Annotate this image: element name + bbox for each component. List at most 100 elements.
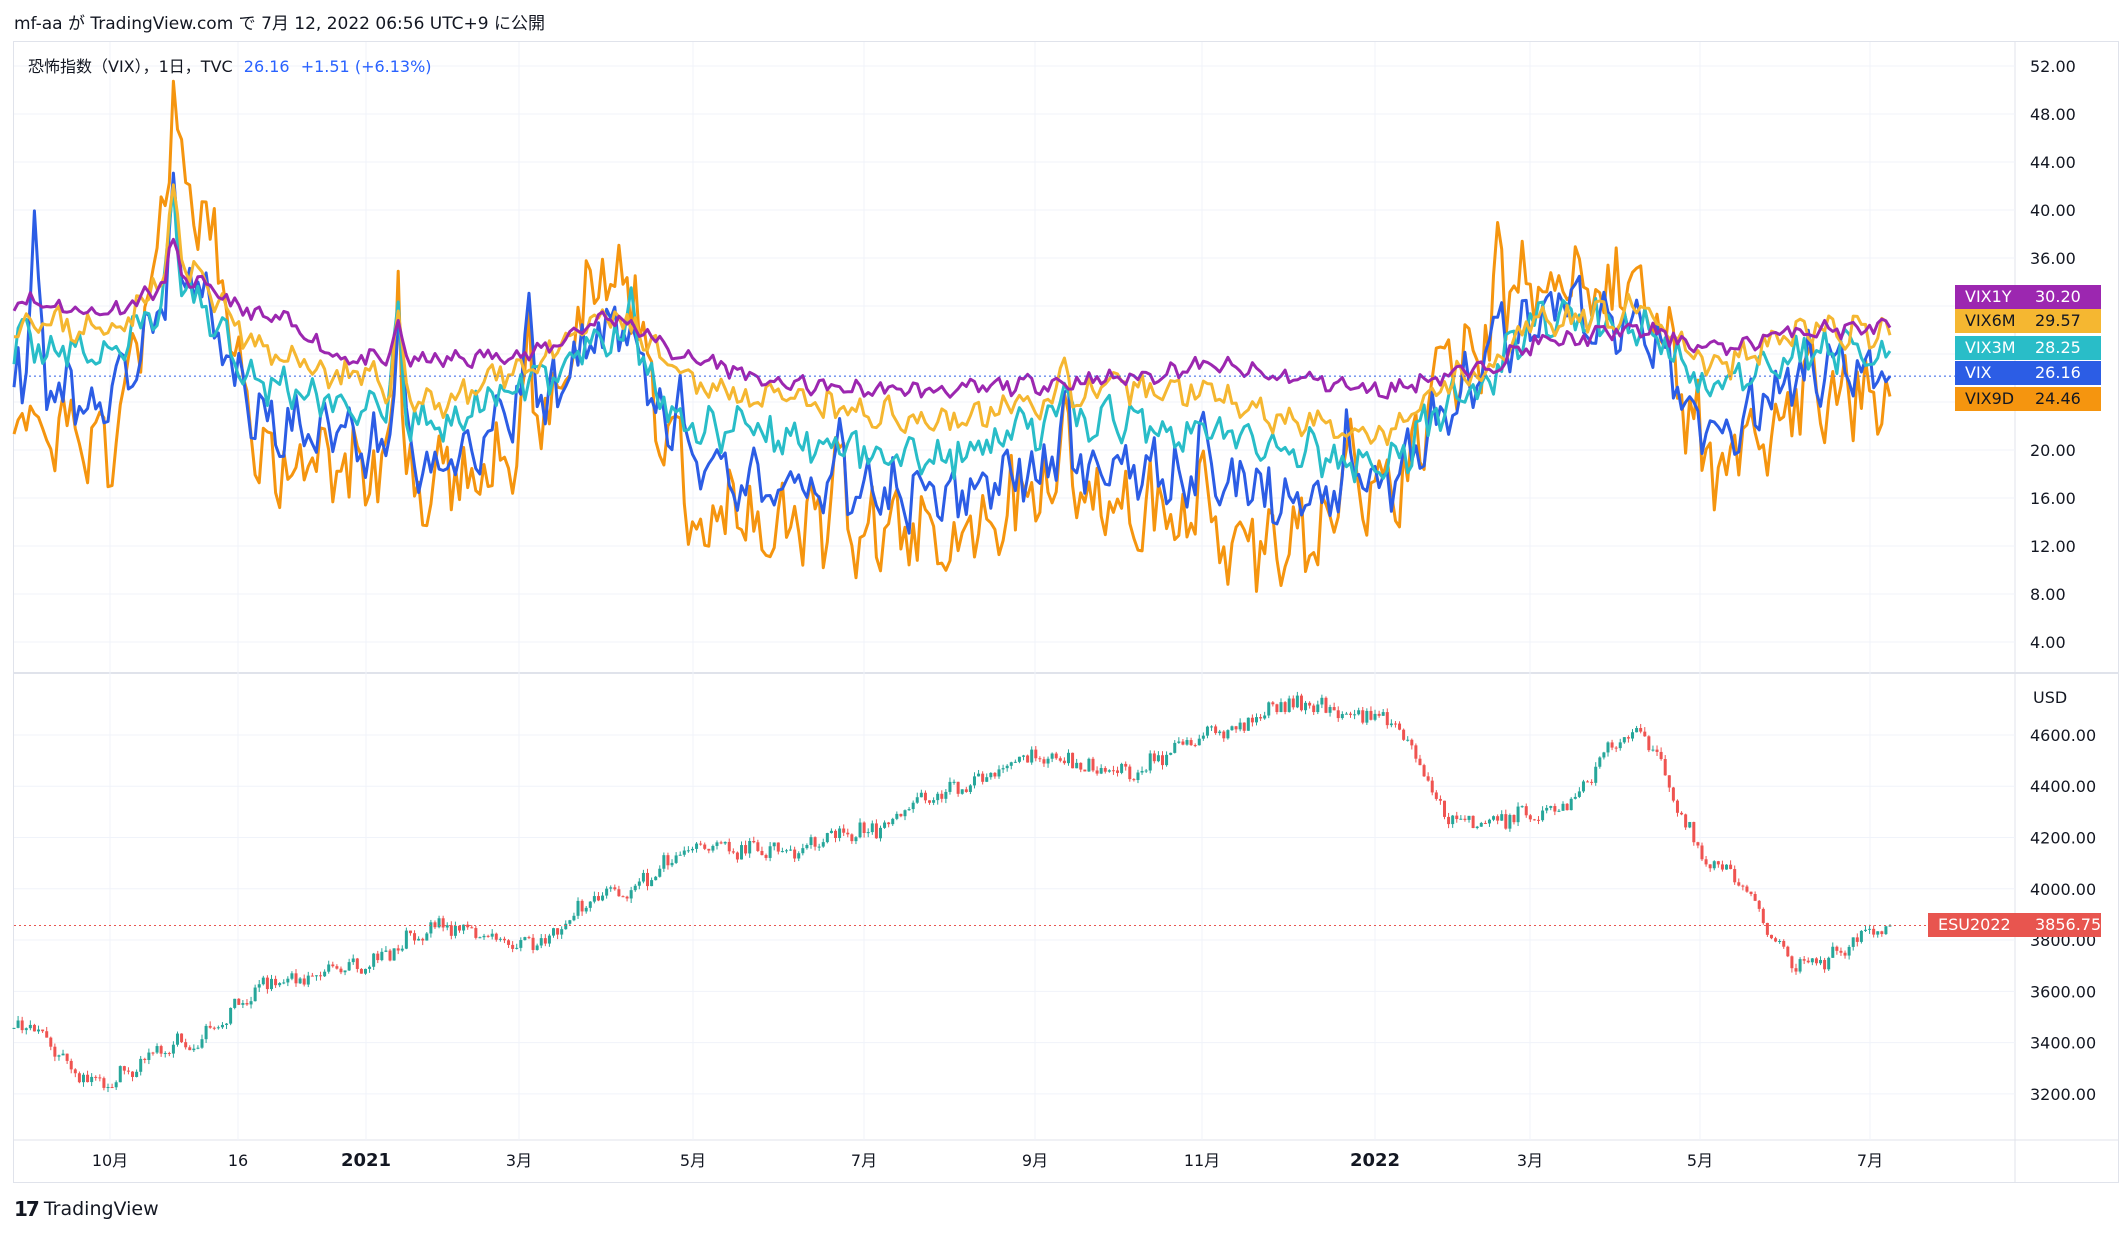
candle-body <box>1348 713 1352 715</box>
candle-body <box>184 1042 188 1048</box>
price-tag-name: VIX9D <box>1965 389 2015 408</box>
candle-body <box>1140 770 1144 773</box>
candle-body <box>151 1052 155 1054</box>
candle-body <box>28 1024 32 1029</box>
price-tag-name: VIX6M <box>1965 311 2016 330</box>
candle-body <box>1205 726 1209 736</box>
candle-body <box>478 937 482 939</box>
candle-body <box>437 918 441 928</box>
candle-body <box>1075 762 1079 769</box>
footer-branding[interactable]: 17 TradingView <box>14 1197 159 1221</box>
candle-body <box>1451 815 1455 825</box>
candle-body <box>220 1024 224 1028</box>
candle-body <box>1802 959 1806 961</box>
candle-body <box>1177 741 1181 743</box>
vix-y-tick-label: 40.00 <box>2030 201 2076 220</box>
candle-body <box>1434 792 1438 799</box>
candle-body <box>1443 800 1447 817</box>
candle-body <box>637 881 641 886</box>
vix-gridlines <box>14 65 2015 643</box>
candle-body <box>1316 704 1320 713</box>
candle-body <box>1418 758 1422 766</box>
candle-body <box>1295 695 1299 708</box>
candle-body <box>192 1048 196 1051</box>
chart-frame <box>13 41 2119 1183</box>
candle-body <box>20 1020 24 1031</box>
candle-body <box>274 978 278 986</box>
candle-body <box>24 1028 28 1031</box>
candle-body <box>1259 717 1263 719</box>
candle-body <box>797 853 801 859</box>
candle-body <box>261 977 265 985</box>
candle-body <box>1022 755 1026 757</box>
vix-y-tick-label: 52.00 <box>2030 57 2076 76</box>
candle-body <box>278 983 282 986</box>
candle-body <box>617 889 621 897</box>
price-tag-name: VIX1Y <box>1965 287 2012 306</box>
candle-body <box>985 777 989 782</box>
candle-body <box>1214 726 1218 734</box>
candle-body <box>1492 816 1496 820</box>
legend-symbol[interactable]: 恐怖指数（VIX），1日，TVC <box>28 57 233 76</box>
chart-legend: 恐怖指数（VIX），1日，TVC 26.16 +1.51 (+6.13%) <box>28 53 432 77</box>
candle-body <box>1340 714 1344 719</box>
candle-body <box>1631 732 1635 739</box>
candle-body <box>1353 714 1357 716</box>
candle-body <box>1369 710 1373 720</box>
candle-body <box>249 1001 253 1005</box>
candle-body <box>57 1055 61 1057</box>
candle-body <box>1197 738 1201 746</box>
candle-body <box>923 792 927 801</box>
candle-body <box>1222 731 1226 739</box>
candle-body <box>1769 934 1773 939</box>
candle-body <box>809 837 813 846</box>
candle-body <box>494 933 498 940</box>
candle-body <box>948 781 952 792</box>
candle-body <box>486 935 490 937</box>
x-tick-label: 16 <box>228 1151 248 1170</box>
candle-body <box>53 1046 57 1057</box>
candle-body <box>678 854 682 856</box>
candle-body <box>208 1025 212 1028</box>
candle-body <box>1389 723 1393 726</box>
candle-body <box>229 1007 233 1024</box>
x-tick-label: 7月 <box>1857 1151 1883 1170</box>
es-y-tick-label: 4000.00 <box>2030 880 2096 899</box>
candle-body <box>511 944 515 949</box>
candle-body <box>1267 702 1271 716</box>
candle-body <box>686 850 690 852</box>
candle-body <box>1753 894 1757 901</box>
candle-body <box>1038 758 1042 760</box>
candle-body <box>1504 814 1508 829</box>
candle-body <box>425 933 429 941</box>
candle-body <box>1381 712 1385 716</box>
candle-body <box>1720 864 1724 870</box>
es-y-tick-label: 4200.00 <box>2030 829 2096 848</box>
candle-body <box>1655 749 1659 752</box>
candle-body <box>1835 946 1839 951</box>
candle-body <box>1557 810 1561 812</box>
candle-body <box>1144 770 1148 772</box>
candle-body <box>1254 717 1258 723</box>
candle-body <box>453 925 457 936</box>
candle-body <box>1483 822 1487 824</box>
candle-body <box>1663 759 1667 776</box>
candle-body <box>744 845 748 854</box>
candle-body <box>780 851 784 853</box>
candle-body <box>1046 758 1050 764</box>
candle-body <box>37 1029 41 1032</box>
candle-body <box>400 948 404 951</box>
candle-body <box>1185 740 1189 745</box>
candle-body <box>319 975 323 977</box>
price-tag-value: 24.46 <box>2035 389 2081 408</box>
candle-body <box>977 773 981 777</box>
candle-body <box>1299 695 1303 711</box>
candle-body <box>1790 956 1794 969</box>
candle-body <box>760 850 764 856</box>
candle-body <box>1708 864 1712 869</box>
candle-body <box>355 958 359 969</box>
candle-body <box>1263 715 1267 719</box>
candle-body <box>866 832 870 834</box>
candle-body <box>748 840 752 854</box>
